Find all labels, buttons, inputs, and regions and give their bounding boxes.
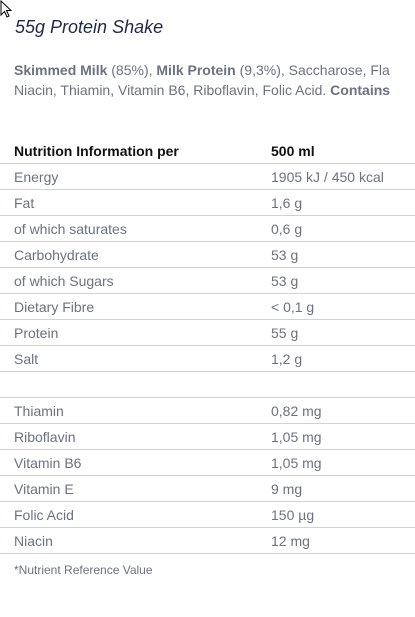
nutrition-table: Nutrition Information per 500 ml Energy 1… <box>0 138 415 554</box>
nutrient-label: Fat <box>0 189 271 216</box>
table-spacer-row <box>0 371 415 398</box>
footnote: *Nutrient Reference Value <box>14 563 153 577</box>
nutrient-value: 1905 kJ / 450 kcal <box>271 163 415 190</box>
table-row: of which saturates 0,6 g <box>0 215 415 242</box>
nutrient-label: Salt <box>0 345 271 372</box>
table-row: Vitamin B6 1,05 mg <box>0 449 415 476</box>
nutrient-value: 1,2 g <box>271 345 415 372</box>
table-row: Salt 1,2 g <box>0 345 415 372</box>
nutrient-label: of which Sugars <box>0 267 271 294</box>
nutrient-value: 0,6 g <box>271 215 415 242</box>
nutrition-header-value: 500 ml <box>271 138 415 164</box>
ingredients-text: Skimmed Milk (85%), Milk Protein (9,3%),… <box>14 60 415 100</box>
table-row: Carbohydrate 53 g <box>0 241 415 268</box>
table-row: Niacin 12 mg <box>0 527 415 554</box>
table-row: Riboflavin 1,05 mg <box>0 423 415 450</box>
nutrient-label: Energy <box>0 163 271 190</box>
nutrient-label: of which saturates <box>0 215 271 242</box>
nutrient-value: < 0,1 g <box>271 293 415 320</box>
ingredients-line-1: Skimmed Milk (85%), Milk Protein (9,3%),… <box>14 60 415 80</box>
nutrient-value: 1,05 mg <box>271 449 415 476</box>
ingredients-line-2: Niacin, Thiamin, Vitamin B6, Riboflavin,… <box>14 80 415 100</box>
nutrient-label: Protein <box>0 319 271 346</box>
ingredients.line1-run: (85%), <box>107 62 157 78</box>
nutrient-label: Vitamin E <box>0 475 271 502</box>
ingredients.line2-run: Contains <box>330 82 391 98</box>
nutrient-value: 1,05 mg <box>271 423 415 450</box>
product-title: 55g Protein Shake <box>15 17 164 37</box>
table-row: Folic Acid 150 µg <box>0 501 415 528</box>
nutrient-label: Thiamin <box>0 397 271 424</box>
nutrient-label: Dietary Fibre <box>0 293 271 320</box>
nutrition-table-body: Energy 1905 kJ / 450 kcal Fat 1,6 g of which… <box>0 163 415 554</box>
nutrient-value: 0,82 mg <box>271 397 415 424</box>
table-row: Fat 1,6 g <box>0 189 415 216</box>
table-row: Dietary Fibre < 0,1 g <box>0 293 415 320</box>
nutrient-value: 53 g <box>271 241 415 268</box>
nutrient-value <box>271 371 415 398</box>
nutrient-value: 1,6 g <box>271 189 415 216</box>
ingredients.line1-run: Milk Protein <box>156 62 236 78</box>
nutrient-value: 9 mg <box>271 475 415 502</box>
nutrition-header-label: Nutrition Information per <box>0 138 271 164</box>
ingredients.line1-run: (9,3%), Saccharose, Fla <box>235 62 390 78</box>
table-row: Thiamin 0,82 mg <box>0 397 415 424</box>
nutrient-value: 53 g <box>271 267 415 294</box>
nutrient-value: 12 mg <box>271 527 415 554</box>
nutrient-label: Riboflavin <box>0 423 271 450</box>
table-row: Protein 55 g <box>0 319 415 346</box>
ingredients.line2-run: Niacin, Thiamin, Vitamin B6, Riboflavin,… <box>14 82 331 98</box>
mouse-pointer-icon <box>0 0 13 18</box>
table-row: of which Sugars 53 g <box>0 267 415 294</box>
nutrient-value: 150 µg <box>271 501 415 528</box>
nutrient-label: Niacin <box>0 527 271 554</box>
ingredients.line1-run: Skimmed Milk <box>14 62 108 78</box>
nutrient-label: Folic Acid <box>0 501 271 528</box>
nutrient-label: Carbohydrate <box>0 241 271 268</box>
nutrient-label: Vitamin B6 <box>0 449 271 476</box>
nutrient-label <box>0 371 271 398</box>
nutrient-value: 55 g <box>271 319 415 346</box>
nutrition-table-header: Nutrition Information per 500 ml <box>0 138 415 164</box>
table-row: Energy 1905 kJ / 450 kcal <box>0 163 415 190</box>
